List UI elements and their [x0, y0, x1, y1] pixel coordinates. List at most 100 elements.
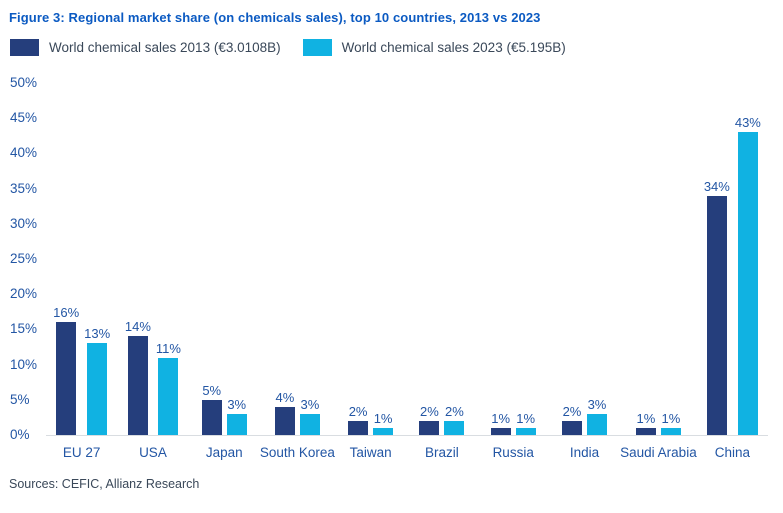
legend-label-2013: World chemical sales 2013 (€3.0108B) [49, 40, 281, 55]
bar-value-label: 5% [202, 382, 222, 398]
bar-value-label: 4% [275, 389, 295, 405]
legend-swatch-2023-icon [302, 39, 332, 56]
bar-column: 2% [419, 403, 440, 435]
y-tick-label: 20% [10, 286, 38, 302]
category-label: Japan [205, 445, 243, 460]
y-tick-label: 40% [10, 145, 38, 161]
bar-column: 2% [561, 403, 582, 435]
bar-2023 [299, 413, 320, 435]
x-axis-line [46, 435, 768, 436]
bar-column: 1% [635, 411, 656, 435]
y-tick-label: 30% [10, 215, 38, 231]
bar-column: 1% [515, 410, 536, 435]
bar-column: 16% [53, 305, 79, 435]
bar-pair: 2% 3% [561, 83, 607, 435]
bar-value-label: 2% [562, 403, 582, 419]
bar-value-label: 2% [419, 403, 439, 419]
bar-value-label: 1% [491, 410, 511, 426]
y-tick-label: 25% [10, 251, 38, 266]
y-tick-label: 5% [10, 391, 30, 407]
bar-value-label: 1% [661, 410, 681, 426]
legend-label-2023: World chemical sales 2023 (€5.195B) [341, 40, 566, 55]
category-label: South Korea [259, 445, 335, 460]
bar-group: 1% 1% Saudi Arabia [620, 83, 697, 460]
bar-column: 1% [490, 410, 511, 435]
category-label: Russia [492, 445, 534, 460]
bar-2023 [158, 357, 179, 435]
bar-2023 [373, 427, 394, 435]
bar-2013 [201, 399, 222, 435]
legend-swatch-2013-icon [10, 39, 39, 56]
legend-item-2013: World chemical sales 2013 (€3.0108B) [10, 39, 281, 56]
bar-column: 3% [586, 396, 607, 435]
bar-2013 [127, 336, 148, 435]
legend-item-2023: World chemical sales 2023 (€5.195B) [302, 39, 566, 56]
bar-2023 [737, 132, 758, 435]
bar-value-label: 3% [300, 396, 320, 412]
bar-column: 1% [373, 410, 394, 435]
sources-note: Sources: CEFIC, Allianz Research [9, 477, 200, 491]
bar-pair: 34% 43% [704, 83, 761, 435]
bar-column: 14% [125, 319, 151, 435]
bar-value-label: 2% [444, 403, 464, 419]
bar-pair: 1% 1% [490, 83, 536, 435]
bar-value-label: 13% [84, 326, 111, 342]
bar-value-label: 3% [227, 396, 247, 412]
bar-column: 34% [704, 179, 730, 435]
category-label: USA [139, 445, 167, 460]
bar-2013 [348, 420, 369, 435]
bar-pair: 5% 3% [201, 83, 247, 435]
bar-column: 2% [348, 403, 369, 435]
bar-2023 [444, 420, 465, 435]
bar-value-label: 34% [703, 178, 730, 194]
plot-area: 16% 13% EU 27 14% 11% USA 5% 3% Japan 4% 3% South K… [46, 83, 768, 460]
bar-column: 11% [156, 341, 181, 435]
bar-column: 2% [444, 403, 465, 435]
y-axis: 0% 5% 10% 15% 20% 25% 30% 35% 40% 45% 50% [0, 75, 46, 442]
bar-value-label: 1% [373, 410, 393, 426]
category-label: Taiwan [349, 445, 392, 460]
y-tick-label: 10% [10, 356, 38, 372]
category-label: China [714, 445, 750, 460]
bar-2013 [635, 427, 656, 435]
category-label: Saudi Arabia [620, 445, 697, 460]
bar-pair: 16% 13% [53, 83, 110, 435]
bar-2013 [56, 322, 77, 435]
y-tick-label: 35% [10, 180, 38, 196]
bar-2023 [87, 343, 108, 435]
bar-group: 4% 3% South Korea [260, 83, 335, 460]
bar-2013 [706, 195, 727, 435]
bar-value-label: 14% [124, 319, 151, 335]
bar-2023 [226, 413, 247, 435]
bar-group: 14% 11% USA [117, 83, 188, 460]
category-label: India [569, 445, 600, 460]
bar-pair: 2% 1% [348, 83, 394, 435]
bar-value-label: 3% [587, 396, 607, 412]
bar-group: 1% 1% Russia [478, 83, 549, 460]
category-label: EU 27 [62, 445, 101, 460]
bar-column: 13% [84, 326, 110, 435]
bar-2013 [561, 420, 582, 435]
bar-value-label: 43% [734, 115, 761, 131]
bar-pair: 4% 3% [274, 83, 320, 435]
bar-column: 43% [735, 115, 761, 435]
bar-2023 [586, 413, 607, 435]
legend: World chemical sales 2013 (€3.0108B) Wor… [10, 39, 783, 56]
bar-2023 [515, 427, 536, 435]
bar-pair: 1% 1% [635, 83, 681, 435]
bar-group: 5% 3% Japan [189, 83, 260, 460]
bar-column: 3% [226, 396, 247, 435]
bar-column: 4% [274, 389, 295, 435]
bar-group: 2% 3% India [549, 83, 620, 460]
bar-value-label: 11% [155, 340, 181, 356]
y-tick-label: 15% [10, 321, 38, 337]
bar-value-label: 16% [53, 305, 80, 321]
bar-2023 [660, 427, 681, 435]
y-tick-label: 45% [10, 110, 38, 126]
bar-value-label: 2% [348, 403, 368, 419]
bar-value-label: 1% [516, 410, 536, 426]
bar-2013 [419, 420, 440, 435]
bar-column: 5% [201, 382, 222, 435]
bar-groups: 16% 13% EU 27 14% 11% USA 5% 3% Japan 4% 3% South K… [46, 83, 768, 460]
bar-group: 2% 1% Taiwan [335, 83, 406, 460]
